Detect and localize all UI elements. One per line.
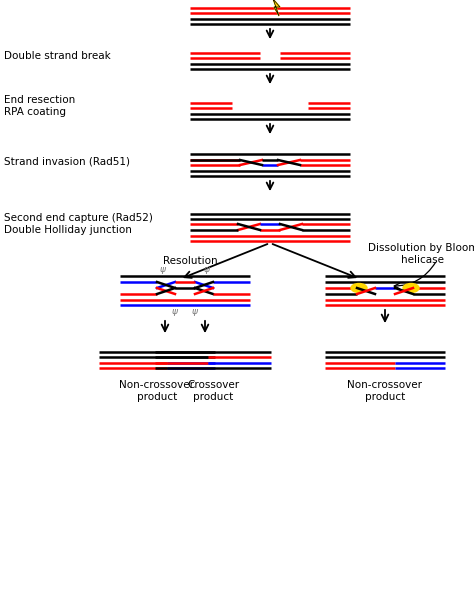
Text: ψ: ψ [204,264,210,273]
Text: Dissolution by Bloom
helicase: Dissolution by Bloom helicase [368,243,474,265]
Text: End resection
RPA coating: End resection RPA coating [4,95,75,117]
Text: Resolution: Resolution [163,256,217,266]
Text: Crossover
product: Crossover product [187,380,239,402]
Text: Non-crossover
product: Non-crossover product [347,380,422,402]
Text: ψ: ψ [160,264,166,273]
Text: Strand invasion (Rad51): Strand invasion (Rad51) [4,157,130,167]
Polygon shape [270,0,280,16]
Text: Second end capture (Rad52)
Double Holliday junction: Second end capture (Rad52) Double Hollid… [4,213,153,235]
Text: ψ: ψ [192,307,198,316]
Text: Double strand break: Double strand break [4,51,111,61]
Ellipse shape [351,284,367,293]
Text: ψ: ψ [172,307,178,316]
Ellipse shape [403,284,419,293]
Text: Non-crossover
product: Non-crossover product [119,380,194,402]
